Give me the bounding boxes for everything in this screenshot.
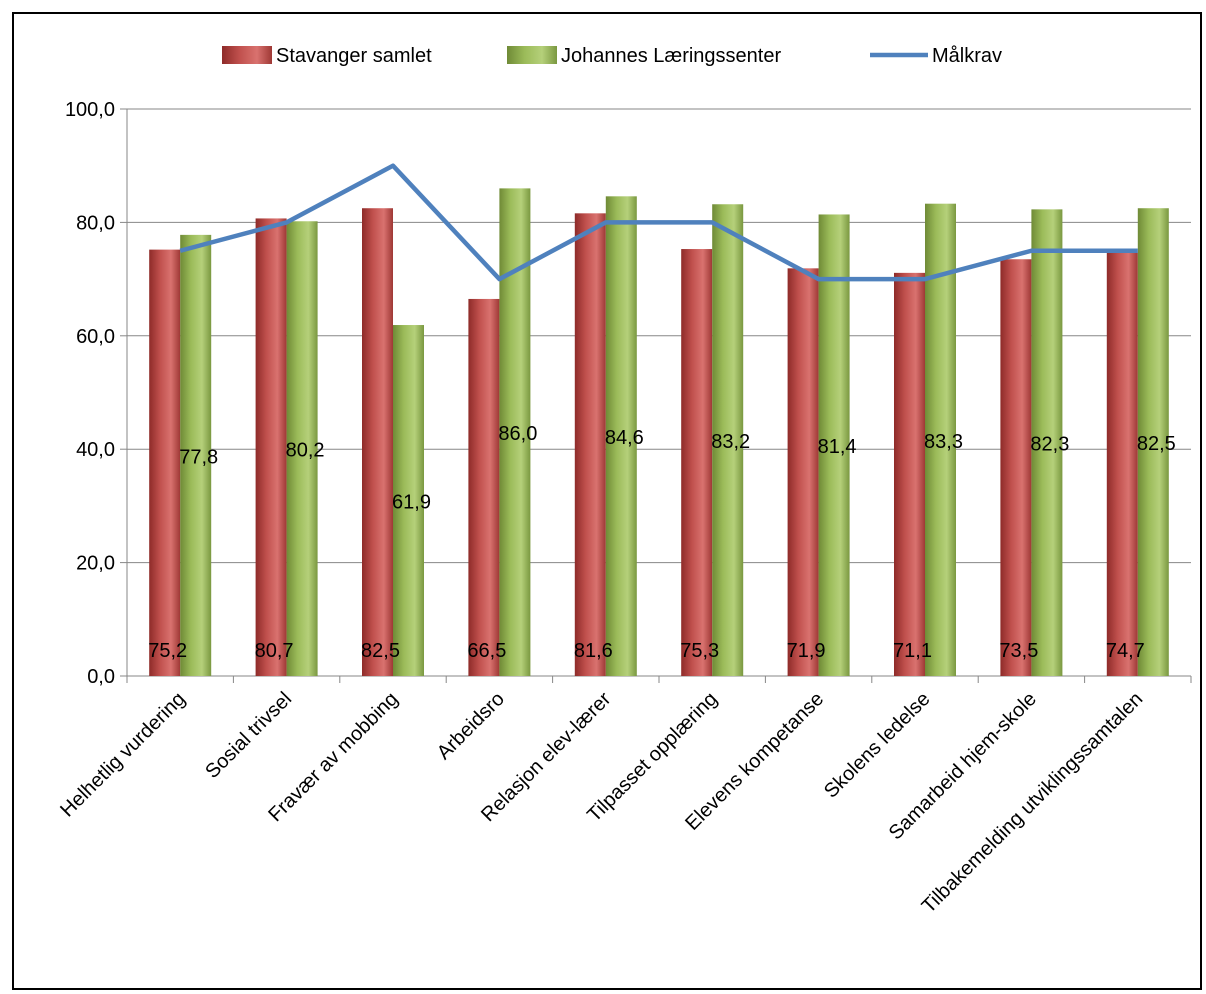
bar [286,221,318,677]
category-label: Arbeidsro [433,688,509,764]
data-label: 82,5 [361,640,400,662]
legend-swatch [507,46,557,64]
data-label: 75,2 [148,640,187,662]
bar [149,249,181,676]
bar [787,268,819,676]
bar [180,234,212,676]
data-label: 82,3 [1030,434,1069,456]
bar [818,214,850,676]
data-label: 75,3 [680,640,719,662]
y-tick-label: 80,0 [76,212,115,234]
data-labels: 75,2 77,8 80,7 80,2 82,5 61,9 66,5 86,0 81,6 84,6… [148,423,1176,662]
bar [255,218,287,676]
data-label: 81,6 [574,640,613,662]
data-label: 74,7 [1106,640,1145,662]
category-label: Tilbakemelding utviklingssamtalen [918,688,1148,918]
bar [894,272,925,676]
target-line [179,163,1138,282]
y-tick-label: 100,0 [65,99,115,121]
bar [712,204,744,677]
data-label: 73,5 [999,640,1038,662]
bar [1137,208,1169,676]
data-label: 83,3 [924,431,963,453]
data-label: 77,8 [179,446,218,468]
data-label: 71,1 [893,640,932,662]
bar [393,325,424,676]
data-label: 83,2 [711,431,750,453]
legend: Stavanger samlet Johannes Læringssenter Må… [222,45,1002,67]
bar [605,196,637,676]
bar [362,208,393,676]
legend-label: Målkrav [932,45,1002,67]
legend-label: Stavanger samlet [276,45,432,67]
bar [681,249,713,676]
category-label: Skolens ledelse [820,688,935,803]
data-label: 80,7 [255,640,294,662]
legend-label: Johannes Læringssenter [561,45,781,67]
bar [1031,209,1063,676]
bar [574,213,606,676]
y-tick-label: 0,0 [87,666,115,688]
data-label: 80,2 [286,440,325,462]
y-tick-label: 20,0 [76,553,115,575]
data-label: 84,6 [605,427,644,449]
category-label: Helhetlig vurdering [56,688,189,821]
y-tick-label: 60,0 [76,326,115,348]
bar [1000,259,1032,676]
category-label: Sosial trivsel [201,688,296,783]
bars [149,188,1169,677]
bar [925,203,956,676]
y-tick-label: 40,0 [76,439,115,461]
data-label: 66,5 [467,640,506,662]
data-label: 71,9 [787,640,826,662]
data-label: 81,4 [818,436,857,458]
data-label: 86,0 [498,423,537,445]
bar [468,298,500,676]
legend-swatch [222,46,272,64]
data-label: 82,5 [1137,433,1176,455]
data-label: 61,9 [392,492,431,514]
bar [1106,252,1138,677]
target-line-path [179,163,1138,282]
